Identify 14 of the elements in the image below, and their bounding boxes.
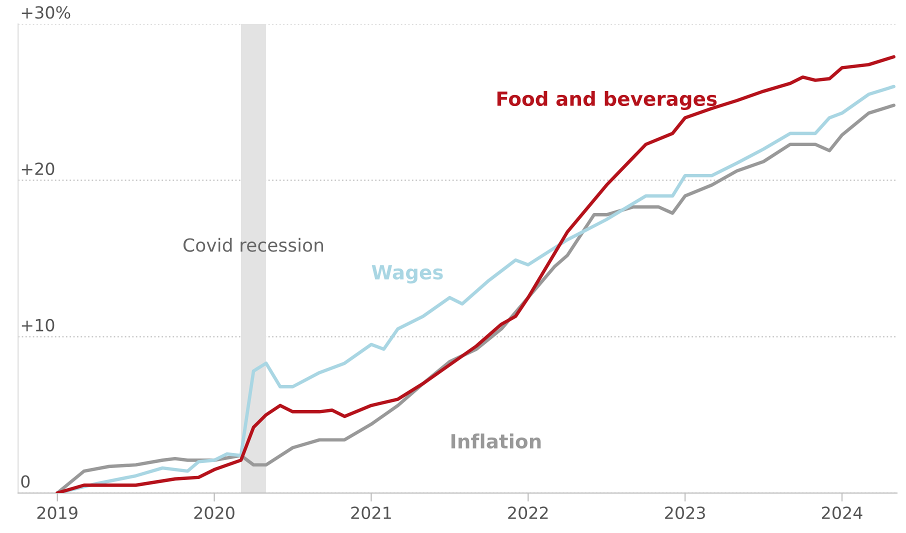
y-tick-label: +30% — [22, 6, 70, 19]
x-tick-label: 2021 — [351, 506, 391, 520]
y-tick-label: 0 — [21, 475, 30, 488]
y-tick-label: +10 — [22, 318, 54, 332]
series-label: Food and beverages — [497, 91, 717, 110]
series-label: Wages — [372, 265, 443, 284]
x-tick-label: 2023 — [665, 506, 705, 520]
y-tick-label: +20 — [22, 162, 54, 176]
band-label: Covid recession — [184, 238, 323, 252]
text: Inflation — [451, 434, 541, 449]
x-tick-label: 2019 — [37, 506, 78, 520]
x-tick-label: 2020 — [194, 506, 234, 520]
x-tick-label: 2024 — [822, 506, 862, 520]
x-tick-label: 2022 — [508, 506, 548, 520]
